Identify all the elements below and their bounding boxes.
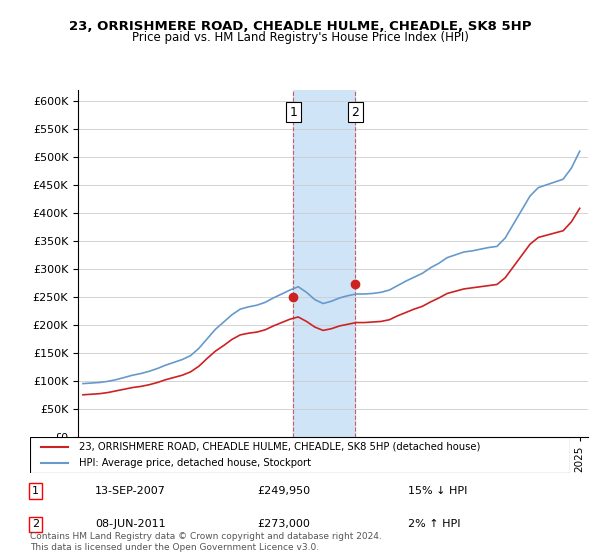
Text: Price paid vs. HM Land Registry's House Price Index (HPI): Price paid vs. HM Land Registry's House …: [131, 31, 469, 44]
Text: 23, ORRISHMERE ROAD, CHEADLE HULME, CHEADLE, SK8 5HP: 23, ORRISHMERE ROAD, CHEADLE HULME, CHEA…: [69, 20, 531, 32]
Text: 23, ORRISHMERE ROAD, CHEADLE HULME, CHEADLE, SK8 5HP (detached house): 23, ORRISHMERE ROAD, CHEADLE HULME, CHEA…: [79, 442, 480, 452]
Text: HPI: Average price, detached house, Stockport: HPI: Average price, detached house, Stoc…: [79, 458, 311, 468]
Text: 2: 2: [351, 105, 359, 119]
FancyBboxPatch shape: [30, 437, 570, 473]
Text: 15% ↓ HPI: 15% ↓ HPI: [408, 486, 467, 496]
Text: 2% ↑ HPI: 2% ↑ HPI: [408, 519, 461, 529]
Text: 08-JUN-2011: 08-JUN-2011: [95, 519, 166, 529]
Text: £273,000: £273,000: [257, 519, 310, 529]
Text: 13-SEP-2007: 13-SEP-2007: [95, 486, 166, 496]
Bar: [293, 90, 355, 437]
Text: 2: 2: [32, 519, 39, 529]
Text: 1: 1: [32, 486, 39, 496]
Text: 1: 1: [289, 105, 298, 119]
Text: £249,950: £249,950: [257, 486, 310, 496]
Text: Contains HM Land Registry data © Crown copyright and database right 2024.
This d: Contains HM Land Registry data © Crown c…: [30, 532, 382, 552]
